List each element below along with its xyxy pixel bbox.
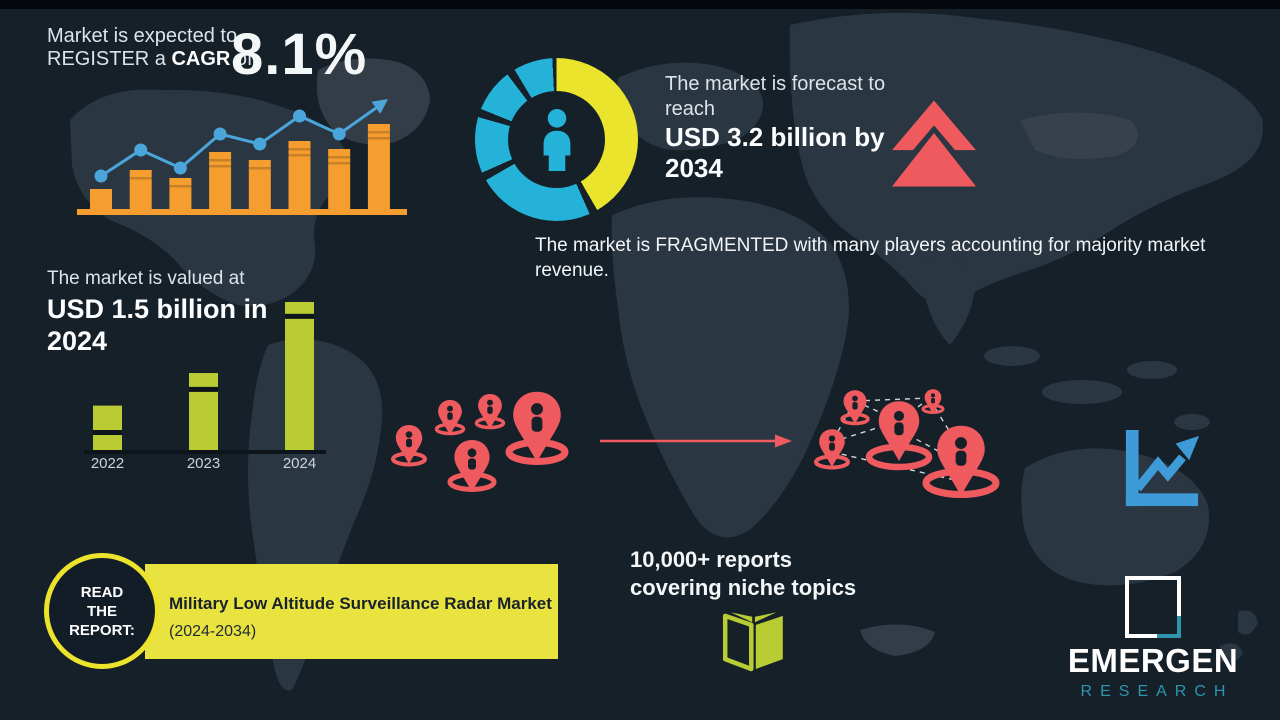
logo-subtitle: RESEARCH — [1080, 683, 1234, 700]
report-title: Military Low Altitude Surveillance Radar… — [169, 594, 552, 613]
cagr-stat-text: Market is expected to REGISTER a CAGR of — [47, 25, 253, 71]
svg-text:2022: 2022 — [91, 455, 124, 472]
fragmentation-text: The market is FRAGMENTED with many playe… — [535, 235, 1206, 281]
top-border-strip — [0, 0, 1280, 9]
report-banner[interactable]: Military Low Altitude Surveillance Radar… — [145, 564, 558, 659]
valuation-value-line1: USD 1.5 billion in — [47, 294, 268, 324]
forecast-intro-text: The market is forecast to reach — [665, 72, 885, 122]
reports-line2: covering niche topics — [630, 575, 857, 600]
read-btn-line2: THE — [87, 602, 117, 620]
cagr-line2-post: of — [230, 48, 253, 70]
forecast-intro-line1: The market is forecast to — [665, 73, 886, 95]
valuation-value-text: USD 1.5 billion in 2024 — [47, 293, 268, 357]
donut-chart — [475, 58, 638, 221]
emergen-logo[interactable]: EMERGEN RESEARCH — [1063, 576, 1243, 701]
forecast-value-line1: USD 3.2 billion by — [665, 122, 885, 152]
growth-up-arrow-icon — [892, 100, 976, 187]
read-report-button[interactable]: READ THE REPORT: — [44, 553, 160, 669]
logo-name: EMERGEN — [1067, 642, 1239, 679]
person-icon — [543, 108, 570, 171]
growth-chart-icon — [1125, 430, 1200, 507]
cagr-line2-pre: REGISTER a — [47, 48, 172, 70]
svg-text:2024: 2024 — [283, 455, 316, 472]
cagr-line2-bold: CAGR — [171, 48, 231, 70]
forecast-intro-line2: reach — [665, 98, 716, 120]
valuation-bar-chart: 2022 2023 2024 — [84, 302, 326, 472]
report-period: (2024-2034) — [169, 623, 257, 640]
reports-line1: 10,000+ reports — [630, 547, 793, 572]
open-book-icon — [722, 612, 783, 672]
trend-bar-chart — [77, 99, 407, 215]
cagr-line1: Market is expected to — [47, 25, 238, 47]
valuation-value-line2: 2024 — [47, 326, 108, 356]
valuation-intro-text: The market is valued at — [47, 268, 245, 289]
forecast-value-line2: 2034 — [665, 153, 723, 183]
reports-stat-text: 10,000+ reports covering niche topics — [630, 546, 856, 602]
read-btn-line3: REPORT: — [69, 621, 135, 639]
cagr-value: 8.1% — [231, 22, 368, 87]
svg-text:2023: 2023 — [187, 455, 220, 472]
read-btn-line1: READ — [80, 583, 124, 601]
donut-hole — [508, 91, 605, 188]
forecast-value-text: USD 3.2 billion by 2034 — [665, 122, 885, 184]
emergen-logo-mark — [1125, 576, 1181, 638]
